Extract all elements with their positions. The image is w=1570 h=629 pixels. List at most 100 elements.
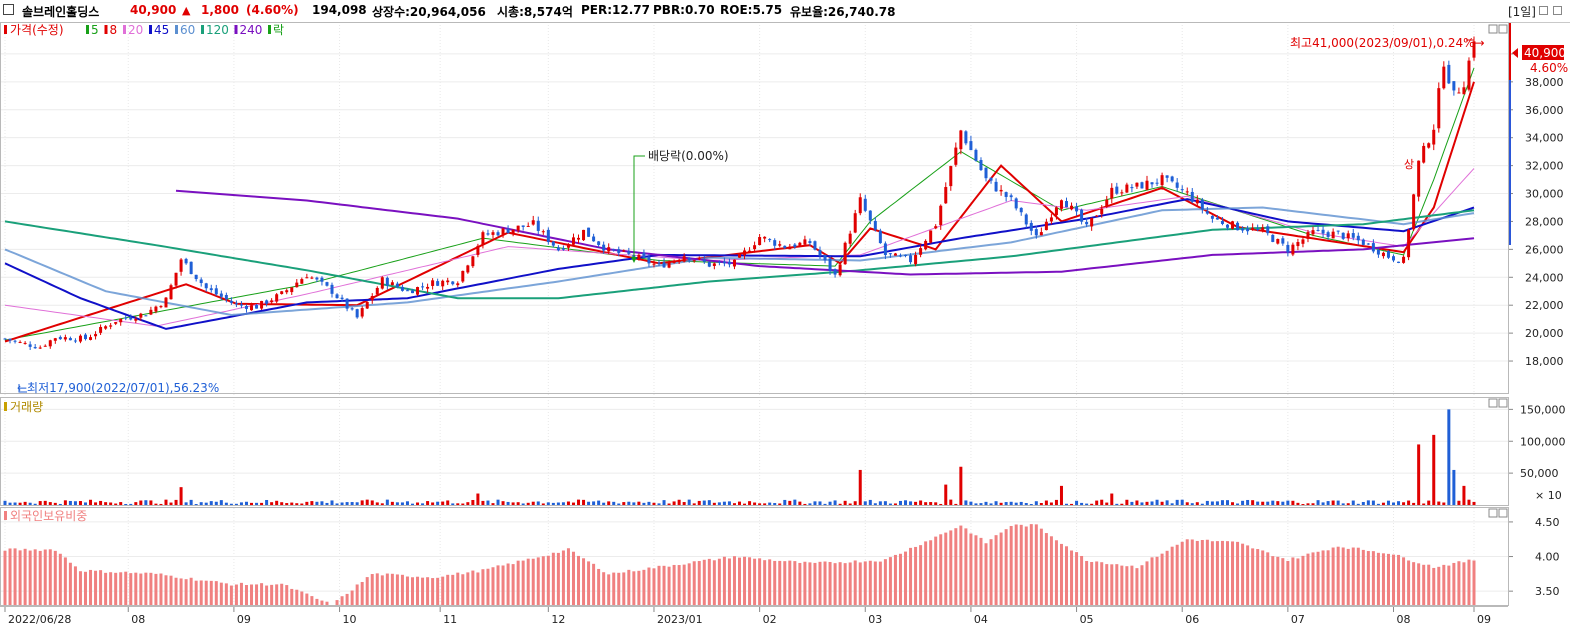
foreign-ratio-bar xyxy=(481,569,485,605)
y-tick-label: 36,000 xyxy=(1525,104,1564,117)
candle-body xyxy=(1321,229,1325,234)
volume-bar xyxy=(1014,502,1018,505)
minimize-button[interactable] xyxy=(1539,6,1548,15)
foreign-ratio-bar xyxy=(753,558,757,605)
volume-bar xyxy=(994,501,998,505)
candle-body xyxy=(400,286,404,291)
roe-value: ROE:5.75 xyxy=(720,3,783,17)
foreign-ratio-bar xyxy=(1220,540,1224,605)
candle-body xyxy=(451,281,455,285)
foreign-ratio-bar xyxy=(738,557,741,605)
foreign-ratio-bar xyxy=(758,558,762,605)
foreign-ratio-bar xyxy=(793,561,797,605)
foreign-ratio-bar xyxy=(390,573,394,605)
foreign-ratio-bar xyxy=(23,548,27,605)
foreign-ratio-bar xyxy=(456,572,460,605)
period-selector[interactable]: [1일] xyxy=(1507,5,1536,19)
select-checkbox[interactable] xyxy=(3,4,14,15)
candle-body xyxy=(1210,215,1214,219)
volume-bar xyxy=(405,501,409,505)
candle-body xyxy=(1462,87,1466,95)
volume-bar xyxy=(8,502,12,505)
volume-bar xyxy=(154,503,158,505)
candle-body xyxy=(702,259,706,262)
volume-bar xyxy=(818,501,822,505)
volume-bar xyxy=(194,504,198,505)
candle-body xyxy=(8,338,12,341)
foreign-ratio-bar xyxy=(134,572,138,605)
volume-bar xyxy=(954,503,958,505)
foreign-ratio-bar xyxy=(541,556,545,605)
candle-body xyxy=(1256,229,1260,231)
volume-bar xyxy=(1286,500,1290,505)
candle-body xyxy=(184,258,188,264)
volume-bar xyxy=(1065,503,1069,505)
candle-body xyxy=(1185,191,1189,193)
candle-body xyxy=(1080,209,1084,222)
foreign-ratio-bar xyxy=(1039,528,1043,605)
foreign-ratio-bar xyxy=(919,545,923,605)
volume-bar xyxy=(1125,499,1129,505)
volume-bar xyxy=(949,499,953,505)
candle-body xyxy=(1366,243,1370,245)
volume-bar xyxy=(380,503,384,505)
candle-body xyxy=(1356,235,1360,241)
foreign-ratio-bar xyxy=(89,569,93,605)
volume-bar xyxy=(1205,500,1209,505)
volume-bar xyxy=(1417,444,1421,505)
foreign-ratio-bar xyxy=(189,577,193,605)
candle-body xyxy=(1371,243,1375,252)
volume-bar xyxy=(536,501,540,505)
volume-bar xyxy=(1356,503,1360,505)
candle-body xyxy=(395,283,399,288)
candle-body xyxy=(290,287,294,293)
volume-bar xyxy=(1215,501,1219,505)
low-pointer xyxy=(18,384,27,393)
candle-body xyxy=(1437,88,1441,129)
foreign-ratio-bar xyxy=(375,573,379,605)
volume-bar xyxy=(1135,500,1139,505)
volume-bar xyxy=(768,502,772,505)
candle-body xyxy=(416,287,420,295)
volume-bar xyxy=(838,503,842,505)
foreign-ratio-bar xyxy=(239,582,243,605)
volume-bar xyxy=(73,501,77,505)
volume-bar xyxy=(476,493,480,505)
candle-body xyxy=(969,141,973,151)
legend-price-swatch xyxy=(4,25,7,34)
foreign-ratio-bar xyxy=(697,561,701,605)
foreign-ratio-bar xyxy=(1004,529,1008,605)
candle-body xyxy=(134,319,138,321)
candle-body xyxy=(607,247,611,252)
candle-body xyxy=(743,250,747,256)
volume-bar xyxy=(617,503,621,505)
foreign-ratio-bar xyxy=(33,549,37,605)
volume-bar xyxy=(1432,434,1436,505)
volume-bar xyxy=(1361,501,1365,505)
candle-body xyxy=(471,256,475,267)
foreign-ratio-bar xyxy=(204,580,208,605)
volume-bar xyxy=(984,501,988,505)
volume-bar xyxy=(189,499,193,505)
volume-bar xyxy=(627,501,631,505)
x-tick-label: 08 xyxy=(131,613,145,626)
foreign-ratio-bar xyxy=(873,561,877,605)
foreign-ratio-bar xyxy=(179,578,183,605)
foreign-ratio-bar xyxy=(486,568,490,605)
volume-bar xyxy=(1397,501,1401,505)
volume-bar xyxy=(904,500,908,505)
volume-bar xyxy=(345,502,349,505)
close-button[interactable] xyxy=(1553,6,1562,15)
volume-bar xyxy=(1246,499,1250,505)
x-tick-label: 2023/01 xyxy=(657,613,703,626)
foreign-ratio-bar xyxy=(1281,558,1285,605)
foreign-ratio-bar xyxy=(355,584,359,605)
foreign-ratio-bar xyxy=(169,575,173,605)
foreign-ratio-bar xyxy=(441,576,445,605)
candle-body xyxy=(1331,231,1335,239)
volume-bar xyxy=(94,502,98,505)
foreign-ratio-bar xyxy=(954,528,958,605)
foreign-ratio-bar xyxy=(536,557,540,605)
volume-bar xyxy=(1090,503,1094,505)
foreign-ratio-bar xyxy=(1115,564,1119,605)
